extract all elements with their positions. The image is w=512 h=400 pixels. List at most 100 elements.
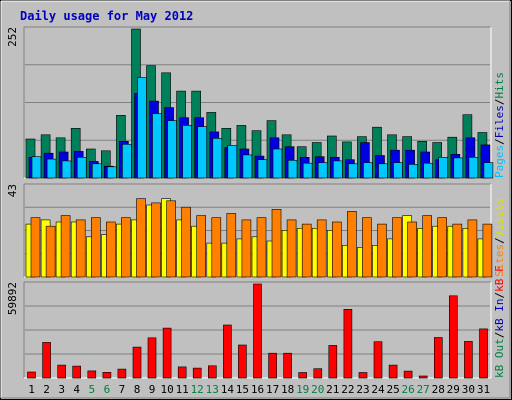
x-tick-label: 5 [88, 383, 95, 396]
x-tick-label: 2 [43, 383, 50, 396]
x-tick-label: 17 [266, 383, 279, 396]
legend-entry: kB Out [493, 338, 506, 378]
bar-sites-day-1 [30, 217, 41, 278]
bar-pages-day-29 [453, 157, 464, 179]
x-tick-label: 28 [432, 383, 445, 396]
bar-pages-day-15 [242, 154, 253, 179]
bar-sites-day-24 [377, 223, 387, 278]
bar-sites-day-21 [331, 221, 342, 278]
legend-entry: / [493, 99, 506, 106]
panel-kbytes-legend: kB Out/kB In/kB F [493, 265, 506, 378]
bar-pages-day-22 [348, 163, 358, 179]
bar-kb-f-day-5 [87, 370, 97, 379]
legend-entry: / [493, 332, 506, 339]
x-tick-label: 22 [341, 383, 354, 396]
bar-kb-f-day-4 [72, 365, 81, 379]
bar-pages-day-31 [483, 162, 494, 179]
bar-kb-f-day-12 [192, 367, 202, 379]
bar-pages-day-17 [272, 148, 283, 179]
bar-sites-day-25 [392, 217, 402, 278]
bar-kb-f-day-1 [27, 371, 36, 379]
bar-sites-day-11 [181, 206, 191, 278]
x-tick-label: 16 [251, 383, 264, 396]
bar-sites-day-30 [467, 219, 478, 278]
bar-pages-day-8 [137, 77, 147, 179]
bar-kb-f-day-17 [268, 352, 277, 379]
bar-sites-day-7 [121, 217, 131, 278]
bar-pages-day-16 [257, 159, 268, 179]
legend-entry: Hits [493, 72, 506, 99]
bar-pages-day-12 [197, 126, 207, 179]
x-tick-label: 12 [191, 383, 204, 396]
bar-pages-day-7 [122, 144, 132, 179]
bar-sites-day-6 [106, 221, 116, 278]
bar-pages-day-5 [92, 163, 102, 179]
bar-kb-f-day-18 [283, 352, 292, 379]
bar-pages-day-11 [182, 125, 192, 179]
bar-sites-day-27 [422, 215, 433, 278]
bar-kb-f-day-8 [132, 346, 142, 379]
bar-sites-day-10 [166, 200, 176, 278]
bar-sites-day-4 [75, 219, 86, 278]
x-tick-label: 14 [221, 383, 235, 396]
bar-sites-day-29 [452, 223, 463, 278]
bar-sites-day-2 [45, 225, 56, 278]
bar-sites-day-12 [196, 215, 206, 278]
bar-sites-day-23 [362, 217, 372, 278]
bar-sites-day-13 [211, 217, 222, 278]
bar-sites-day-28 [437, 217, 448, 278]
bar-pages-day-23 [363, 162, 373, 179]
bar-pages-day-28 [438, 157, 449, 179]
x-tick-label: 19 [296, 383, 309, 396]
bar-kb-f-day-27 [418, 375, 428, 379]
bar-pages-day-18 [287, 160, 298, 179]
x-tick-label: 20 [311, 383, 324, 396]
bar-kb-f-day-28 [433, 337, 443, 379]
x-tick-label: 11 [176, 383, 189, 396]
x-tick-label: 1 [28, 383, 35, 396]
bar-sites-day-31 [482, 223, 493, 278]
bar-sites-day-8 [136, 198, 146, 278]
x-tick-label: 3 [58, 383, 65, 396]
bar-kb-f-day-14 [223, 324, 232, 379]
bar-kb-f-day-25 [388, 364, 398, 379]
x-tick-label: 13 [206, 383, 219, 396]
x-tick-label: 30 [462, 383, 475, 396]
bar-kb-f-day-23 [358, 372, 368, 379]
x-tick-label: 21 [326, 383, 339, 396]
legend-entry: Visits [493, 198, 506, 238]
bar-sites-day-3 [60, 215, 71, 278]
bar-pages-day-2 [46, 158, 57, 179]
bar-kb-f-day-15 [238, 344, 247, 379]
x-tick-label: 31 [477, 383, 490, 396]
bar-sites-day-15 [241, 219, 252, 278]
x-tick-label: 18 [281, 383, 294, 396]
x-tick-label: 24 [371, 383, 385, 396]
legend-entry: kB In [493, 299, 506, 332]
legend-entry: / [493, 292, 506, 299]
bar-kb-f-day-13 [208, 365, 217, 379]
legend-entry: Files [493, 105, 506, 138]
bar-pages-day-26 [408, 164, 418, 179]
bar-kb-f-day-19 [298, 372, 308, 379]
panel-visits-legend: Sites/Visits [493, 198, 506, 278]
bar-sites-day-5 [91, 217, 101, 278]
x-tick-label: 25 [386, 383, 399, 396]
bar-sites-day-26 [407, 221, 417, 278]
bar-pages-day-1 [31, 156, 42, 179]
legend-entry: / [493, 237, 506, 244]
x-tick-label: 4 [73, 383, 80, 396]
legend-entry: kB F [493, 265, 506, 292]
panel-visits: 43 Sites/Visits [6, 183, 506, 278]
x-tick-label: 29 [447, 383, 460, 396]
bar-pages-day-4 [76, 157, 87, 179]
x-tick-label: 9 [149, 383, 156, 396]
x-tick-label: 15 [236, 383, 249, 396]
bar-pages-day-13 [212, 138, 223, 179]
bar-sites-day-20 [316, 219, 327, 278]
bar-sites-day-19 [301, 223, 312, 278]
panel-hits-max-label: 252 [6, 27, 19, 47]
panel-kbytes-max-label: 59892 [6, 282, 19, 315]
